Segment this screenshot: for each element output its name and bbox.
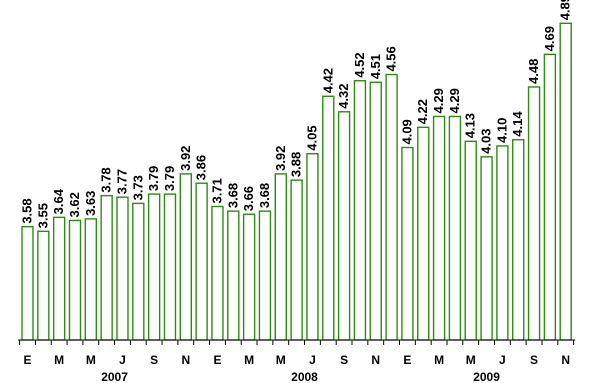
bar bbox=[307, 154, 318, 340]
bar bbox=[259, 211, 270, 340]
bar bbox=[418, 127, 429, 340]
bar-data-label: 4.56 bbox=[384, 46, 399, 71]
bar bbox=[465, 141, 476, 340]
bar-data-label: 4.29 bbox=[431, 88, 446, 113]
bar-data-label: 4.52 bbox=[352, 52, 367, 77]
bar bbox=[560, 23, 571, 340]
bar-data-label: 3.79 bbox=[146, 166, 161, 191]
bar bbox=[85, 219, 96, 340]
x-tick-label: J bbox=[119, 353, 126, 367]
x-tick-label: N bbox=[371, 353, 380, 367]
x-tick-label: N bbox=[181, 353, 190, 367]
bar-data-label: 3.73 bbox=[130, 175, 145, 200]
bar bbox=[22, 227, 33, 340]
x-tick-label: S bbox=[530, 353, 538, 367]
bar bbox=[497, 146, 508, 340]
bar-data-label: 4.89 bbox=[558, 0, 573, 20]
bar bbox=[339, 112, 350, 340]
bar-data-label: 4.03 bbox=[479, 129, 494, 154]
bar-data-label: 4.09 bbox=[399, 119, 414, 144]
x-tick-label: M bbox=[54, 353, 64, 367]
x-tick-label: J bbox=[309, 353, 316, 367]
bar bbox=[354, 81, 365, 340]
bar-data-label: 4.05 bbox=[304, 125, 319, 150]
bar-data-label: 3.64 bbox=[51, 188, 66, 214]
bar-data-label: 3.92 bbox=[273, 146, 288, 171]
x-tick-label: M bbox=[86, 353, 96, 367]
bar bbox=[101, 196, 112, 340]
bar-data-label: 3.71 bbox=[209, 178, 224, 203]
bar bbox=[212, 207, 223, 341]
bar-data-label: 3.55 bbox=[35, 203, 50, 228]
bar-data-label: 4.29 bbox=[447, 88, 462, 113]
bar bbox=[544, 54, 555, 340]
bar-data-label: 3.62 bbox=[67, 192, 82, 217]
bar bbox=[196, 183, 207, 340]
x-tick-label: E bbox=[213, 353, 221, 367]
bar-data-label: 4.48 bbox=[526, 59, 541, 84]
x-axis-year-labels: 2007 2008 2009 bbox=[101, 370, 500, 383]
bar-data-label: 4.32 bbox=[336, 83, 351, 108]
bar-data-label: 3.68 bbox=[225, 183, 240, 208]
bar bbox=[386, 75, 397, 340]
bar-data-label: 3.92 bbox=[178, 146, 193, 171]
bar bbox=[370, 82, 381, 340]
bar-data-label: 4.14 bbox=[510, 111, 525, 137]
bar bbox=[449, 116, 460, 340]
x-tick-label: S bbox=[150, 353, 158, 367]
bar bbox=[133, 203, 144, 340]
bar bbox=[481, 157, 492, 340]
bar bbox=[180, 174, 191, 340]
bar bbox=[38, 231, 49, 340]
bar-data-label: 4.69 bbox=[542, 26, 557, 51]
bar bbox=[164, 194, 175, 340]
bar bbox=[117, 197, 128, 340]
bar-data-label: 3.66 bbox=[241, 186, 256, 211]
bar-data-label: 3.88 bbox=[289, 152, 304, 177]
bar-data-label: 4.42 bbox=[320, 68, 335, 93]
x-tick-label: M bbox=[276, 353, 286, 367]
bar bbox=[323, 96, 334, 340]
bar-data-label: 3.63 bbox=[83, 191, 98, 216]
x-axis-ticks bbox=[20, 340, 574, 345]
bar-data-label: 3.78 bbox=[99, 167, 114, 192]
x-tick-label: M bbox=[466, 353, 476, 367]
bar bbox=[228, 211, 239, 340]
bar bbox=[244, 214, 255, 340]
x-tick-label: M bbox=[434, 353, 444, 367]
x-tick-label: E bbox=[23, 353, 31, 367]
bar bbox=[54, 217, 65, 340]
year-label: 2007 bbox=[101, 370, 128, 383]
bar-data-label: 3.79 bbox=[162, 166, 177, 191]
x-tick-label: M bbox=[244, 353, 254, 367]
bar-data-label: 4.22 bbox=[415, 99, 430, 124]
bar bbox=[275, 174, 286, 340]
bar-data-label: 3.58 bbox=[20, 198, 35, 223]
bar bbox=[434, 116, 445, 340]
bar-data-label: 3.68 bbox=[257, 183, 272, 208]
year-label: 2009 bbox=[473, 370, 500, 383]
bar-data-label: 4.13 bbox=[463, 113, 478, 138]
bar-data-label: 4.51 bbox=[368, 54, 383, 79]
bar-data-label: 3.77 bbox=[114, 169, 129, 194]
bar-data-label: 3.86 bbox=[194, 155, 209, 180]
bar bbox=[291, 180, 302, 340]
year-label: 2008 bbox=[291, 370, 318, 383]
x-tick-label: J bbox=[499, 353, 506, 367]
bar bbox=[149, 194, 160, 340]
bar bbox=[69, 220, 80, 340]
bar bbox=[402, 148, 413, 341]
bar bbox=[529, 87, 540, 340]
x-tick-label: S bbox=[340, 353, 348, 367]
x-tick-label: N bbox=[561, 353, 570, 367]
bar bbox=[513, 140, 524, 340]
x-tick-label: E bbox=[403, 353, 411, 367]
bar-data-label: 4.10 bbox=[494, 118, 509, 143]
